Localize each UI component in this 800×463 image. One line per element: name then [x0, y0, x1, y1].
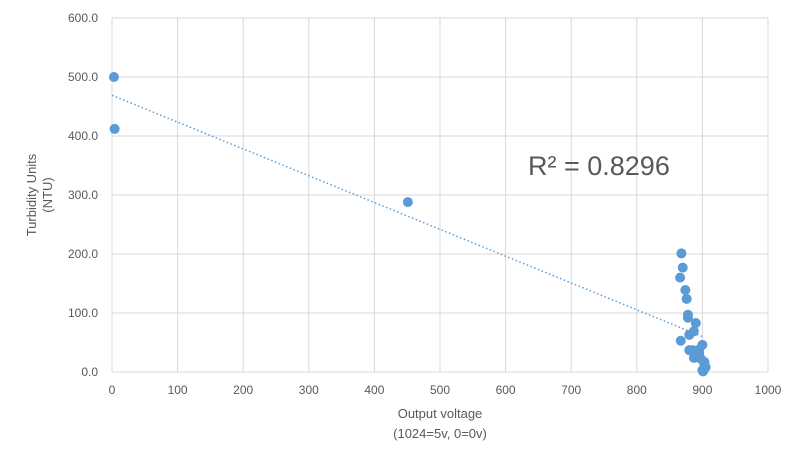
data-point [675, 335, 686, 346]
data-point [402, 197, 413, 208]
data-point [681, 293, 692, 304]
x-axis-title-line-2: (1024=5v, 0=0v) [393, 426, 487, 441]
y-tick-label: 400.0 [68, 129, 98, 143]
x-tick-label: 800 [627, 383, 647, 397]
x-axis-ticks: 0 100 200 300 400 500 600 700 800 900 1000 [109, 383, 782, 397]
y-axis-title-line-1: Turbidity Units [24, 153, 39, 236]
x-tick-label: 900 [692, 383, 712, 397]
data-point [108, 72, 119, 82]
data-point [682, 312, 693, 323]
gridlines [111, 17, 769, 373]
data-point [698, 366, 709, 377]
r-squared-label: R² = 0.8296 [528, 151, 670, 181]
y-tick-label: 100.0 [68, 306, 98, 320]
y-tick-label: 600.0 [68, 11, 98, 25]
x-tick-label: 700 [561, 383, 581, 397]
x-tick-label: 200 [233, 383, 253, 397]
data-point [688, 326, 699, 337]
x-tick-label: 1000 [755, 383, 782, 397]
data-point [109, 123, 120, 134]
data-point [677, 262, 688, 273]
x-tick-label: 300 [299, 383, 319, 397]
x-tick-label: 500 [430, 383, 450, 397]
x-tick-label: 600 [496, 383, 516, 397]
y-axis-title-line-2: (NTU) [40, 177, 55, 212]
y-axis-ticks: 0.0 100.0 200.0 300.0 400.0 500.0 600.0 [68, 11, 98, 379]
x-tick-label: 400 [364, 383, 384, 397]
data-point [676, 248, 687, 259]
data-point [680, 284, 691, 295]
y-tick-label: 500.0 [68, 70, 98, 84]
linear-trendline [111, 94, 703, 338]
y-tick-label: 0.0 [81, 365, 98, 379]
x-axis-title-line-1: Output voltage [398, 406, 483, 421]
data-point [697, 339, 708, 350]
y-tick-label: 300.0 [68, 188, 98, 202]
data-point [690, 318, 701, 329]
y-tick-label: 200.0 [68, 247, 98, 261]
x-tick-label: 100 [168, 383, 188, 397]
data-points [108, 72, 711, 377]
data-point [684, 345, 695, 356]
trendline-layer [111, 94, 703, 338]
x-tick-label: 0 [109, 383, 116, 397]
data-point [675, 272, 686, 283]
